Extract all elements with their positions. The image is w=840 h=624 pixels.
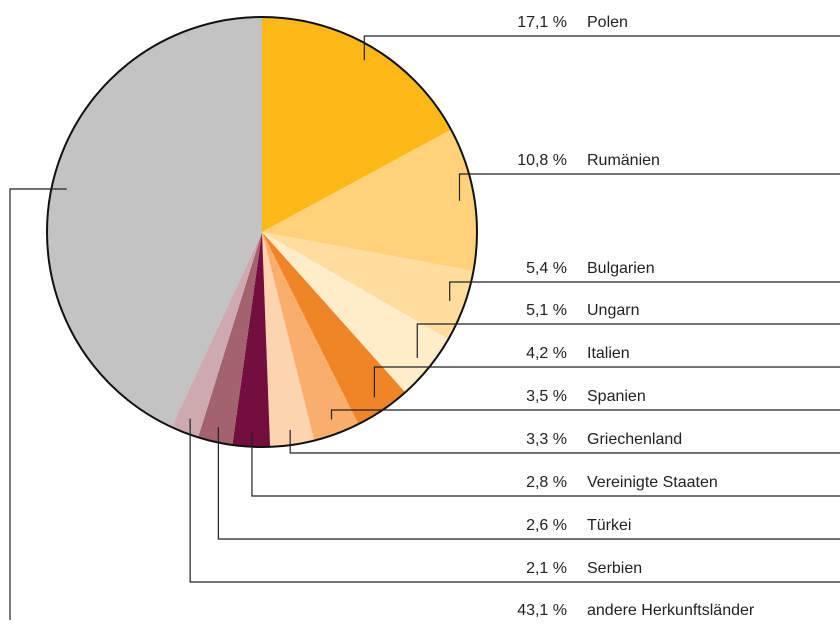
pie-slice (232, 232, 271, 447)
category-label: Türkei (587, 517, 631, 534)
pie-slice (262, 232, 359, 441)
leader-line (363, 35, 840, 61)
pie-slice (262, 232, 315, 447)
category-label: Polen (587, 14, 628, 31)
category-label: Ungarn (587, 302, 639, 319)
leader-line (373, 366, 840, 398)
value-label: 5,4 % (526, 260, 567, 277)
value-label: 43,1 % (517, 602, 567, 619)
category-label: Spanien (587, 388, 646, 405)
leader-line (289, 429, 840, 454)
category-label: Vereinigte Staaten (587, 474, 718, 491)
value-label: 2,6 % (526, 517, 567, 534)
pie-slice (171, 232, 262, 438)
category-label: Bulgarien (587, 260, 655, 277)
category-label: Rumänien (587, 152, 660, 169)
leader-line (251, 431, 840, 497)
pie-outline (46, 16, 478, 448)
pie-slice (262, 232, 406, 425)
leader-line (458, 173, 840, 201)
value-label: 10,8 % (517, 152, 567, 169)
value-label: 5,1 % (526, 302, 567, 319)
value-label: 3,5 % (526, 388, 567, 405)
leader-line (416, 323, 840, 358)
pie (46, 17, 477, 447)
leader-line (330, 409, 840, 420)
pie-slice (262, 232, 449, 393)
leader-line (449, 281, 840, 301)
leader-line (189, 418, 840, 583)
value-label: 2,1 % (526, 560, 567, 577)
category-label: Serbien (587, 560, 642, 577)
value-label: 3,3 % (526, 431, 567, 448)
leader-line (217, 427, 840, 540)
pie-slice (262, 129, 477, 271)
value-label: 4,2 % (526, 345, 567, 362)
leader-line (9, 188, 67, 620)
category-label: andere Herkunftsländer (587, 602, 755, 619)
category-label: Griechenland (587, 431, 682, 448)
category-label: Italien (587, 345, 630, 362)
pie-slice (46, 17, 263, 428)
pie-slice (262, 232, 474, 340)
pie-slice (198, 232, 262, 445)
value-label: 2,8 % (526, 474, 567, 491)
value-label: 17,1 % (517, 14, 567, 31)
